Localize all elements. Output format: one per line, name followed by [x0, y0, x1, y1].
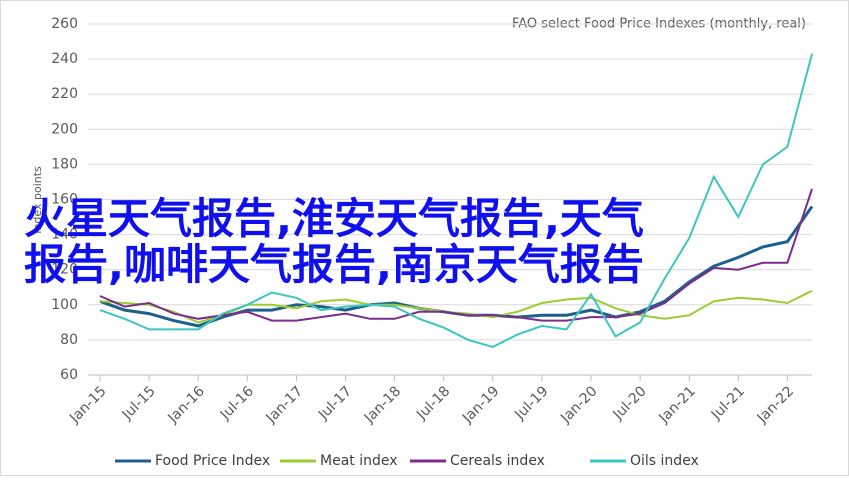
legend-label: Meat index [320, 453, 398, 469]
y-tick-label: 260 [51, 16, 78, 32]
x-tick-label: Jan-19 [459, 383, 502, 426]
x-tick-label: Jul-16 [217, 383, 257, 423]
x-tick-label: Jul-20 [610, 383, 650, 423]
y-tick-label: 120 [51, 262, 78, 278]
y-axis-label: Index points [31, 166, 44, 234]
x-tick-label: Jul-15 [119, 383, 159, 423]
x-tick-label: Jul-18 [413, 383, 453, 423]
y-tick-label: 140 [51, 227, 78, 243]
y-tick-label: 180 [51, 156, 78, 172]
x-tick-label: Jan-16 [164, 383, 208, 427]
y-tick-label: 60 [60, 367, 78, 383]
x-tick-label: Jan-20 [557, 383, 600, 426]
legend-label: Oils index [630, 453, 699, 469]
y-tick-label: 220 [51, 86, 78, 102]
overlay-text: 火星天气报告,淮安天气报告,天气 [24, 194, 644, 243]
legend-label: Cereals index [450, 453, 545, 469]
y-tick-label: 160 [51, 192, 78, 208]
overlay-text: 报告,咖啡天气报告,南京天气报告 [24, 240, 644, 289]
y-tick-label: 240 [51, 51, 78, 67]
x-tick-label: Jan-18 [361, 383, 404, 426]
line-series [99, 53, 813, 348]
y-tick-label: 100 [51, 297, 78, 313]
y-tick-label: 80 [60, 332, 78, 348]
x-tick-label: Jul-19 [511, 383, 551, 423]
x-tick-label: Jan-17 [263, 383, 306, 426]
x-tick-label: Jan-21 [655, 383, 698, 426]
x-tick-label: Jul-17 [315, 383, 355, 423]
x-tick-label: Jul-21 [708, 383, 748, 423]
x-tick-label: Jan-22 [754, 383, 797, 426]
y-tick-label: 200 [51, 121, 78, 137]
x-tick-label: Jan-15 [66, 383, 109, 426]
legend-label: Food Price Index [155, 453, 270, 469]
